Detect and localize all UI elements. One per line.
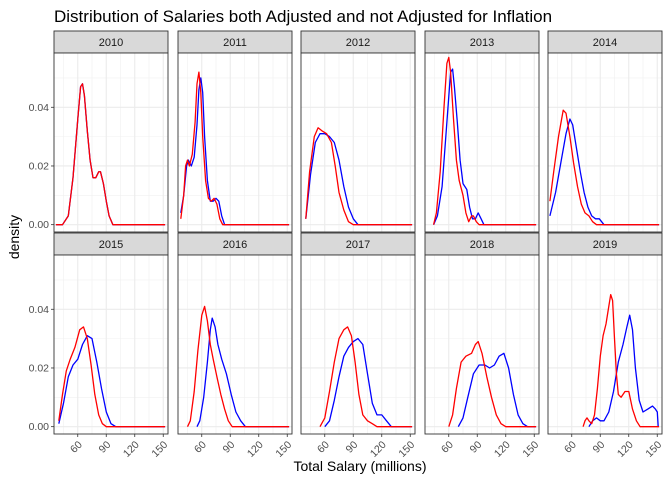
y-tick-label: 0.02 [29, 362, 50, 374]
facet-panel-2012: 2012 [300, 30, 416, 233]
facet-panel-2013: 2013 [424, 30, 540, 233]
density-line-blue [305, 133, 413, 226]
density-line-red [319, 326, 413, 428]
density-line-red [186, 305, 290, 428]
density-line-blue [549, 118, 660, 226]
density-line-red [549, 109, 660, 226]
facet-strip-label: 2011 [223, 37, 247, 49]
density-line-blue [433, 68, 537, 226]
panel-border [53, 254, 169, 435]
panel-border [53, 52, 169, 233]
panel-border [300, 52, 416, 233]
density-line-red [55, 83, 166, 226]
facet-strip-label: 2016 [223, 239, 247, 251]
panel-border [424, 254, 540, 435]
panel-background [425, 255, 539, 434]
facet-panel-2011: 2011 [177, 30, 293, 233]
panel-border [424, 52, 540, 233]
density-line-blue [196, 317, 290, 428]
density-line-red [582, 293, 660, 428]
facet-strip-label: 2015 [99, 239, 123, 251]
density-line-red [432, 56, 537, 226]
facet-panels: 2010 0.00 0.02 0.04 2011 2012 2013 2014 2015 0.00… [29, 30, 664, 460]
chart-title: Distribution of Salaries both Adjusted a… [54, 7, 552, 26]
density-line-blue [324, 337, 413, 428]
density-line-blue [457, 352, 537, 428]
y-tick-label: 0.04 [29, 102, 50, 114]
facet-strip-label: 2013 [470, 37, 494, 49]
panel-background [54, 255, 168, 434]
panel-border [547, 254, 663, 435]
facet-strip-label: 2010 [99, 37, 123, 49]
panel-border [177, 52, 293, 233]
density-line-red [180, 71, 290, 226]
facet-panel-2014: 2014 [547, 30, 663, 233]
facet-strip-label: 2019 [593, 239, 617, 251]
y-tick-label: 0.00 [29, 421, 50, 433]
y-axis-title: density [6, 215, 22, 259]
panel-background [548, 255, 662, 434]
panel-background [301, 53, 415, 232]
panel-border [547, 52, 663, 233]
y-tick-label: 0.04 [29, 304, 50, 316]
panel-background [548, 53, 662, 232]
density-line-blue [58, 335, 166, 428]
density-line-red [448, 340, 537, 428]
panel-border [300, 254, 416, 435]
density-line-red [305, 127, 413, 226]
facet-strip-label: 2018 [470, 239, 494, 251]
panel-background [301, 255, 415, 434]
density-line-blue [180, 77, 290, 226]
y-tick-label: 0.02 [29, 160, 50, 172]
facet-strip-label: 2012 [346, 37, 370, 49]
density-line-blue [588, 314, 659, 428]
panel-background [54, 53, 168, 232]
x-axis-title: Total Salary (millions) [293, 458, 426, 474]
density-line-red [58, 326, 166, 428]
facet-strip-label: 2014 [593, 37, 617, 49]
facet-strip-label: 2017 [346, 239, 370, 251]
facet-panel-2010: 2010 0.00 0.02 0.04 [29, 30, 169, 233]
panel-border [177, 254, 293, 435]
y-tick-label: 0.00 [29, 219, 50, 231]
